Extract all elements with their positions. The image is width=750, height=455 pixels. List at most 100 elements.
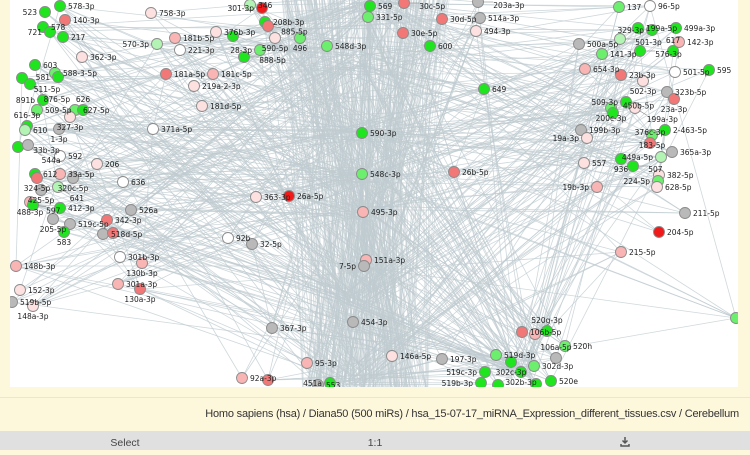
mirna-node[interactable] [592, 182, 603, 193]
mirna-node[interactable] [517, 327, 528, 338]
node-label: 382-5p [667, 171, 694, 180]
mirna-node[interactable] [302, 358, 313, 369]
mirna-node[interactable] [479, 84, 490, 95]
mirna-node[interactable] [237, 373, 248, 384]
mirna-node[interactable] [731, 313, 739, 324]
mirna-node[interactable] [363, 12, 374, 23]
mirna-node[interactable] [58, 32, 69, 43]
node-label: 151a-3p [374, 256, 405, 265]
mirna-node[interactable] [77, 52, 88, 63]
mirna-node[interactable] [437, 354, 448, 365]
mirna-node[interactable] [449, 167, 460, 178]
node-label: 520e [559, 377, 578, 386]
node-label: 544a [42, 156, 61, 165]
mirna-node[interactable] [92, 159, 103, 170]
mirna-node[interactable] [652, 182, 663, 193]
mirna-node[interactable] [628, 161, 639, 172]
mirna-node[interactable] [491, 350, 502, 361]
mirna-node[interactable] [398, 28, 409, 39]
mirna-node[interactable] [579, 158, 590, 169]
mirna-node[interactable] [53, 72, 64, 83]
mirna-node[interactable] [493, 380, 504, 388]
mirna-node[interactable] [32, 173, 43, 184]
node-label: 488-3p [17, 208, 44, 217]
mirna-node[interactable] [359, 261, 370, 272]
mirna-node[interactable] [23, 140, 34, 151]
download-button[interactable] [500, 431, 750, 450]
mirna-node[interactable] [670, 67, 681, 78]
node-label: 106a-5p [540, 343, 571, 352]
mirna-node[interactable] [546, 376, 557, 387]
mirna-node[interactable] [270, 33, 281, 44]
mirna-node[interactable] [387, 351, 398, 362]
mirna-node[interactable] [98, 229, 109, 240]
mirna-node[interactable] [223, 233, 234, 244]
mirna-node[interactable] [30, 60, 41, 71]
mirna-node[interactable] [20, 125, 31, 136]
mirna-node[interactable] [263, 21, 274, 32]
mirna-node[interactable] [118, 177, 129, 188]
mirna-node[interactable] [365, 1, 376, 12]
mirna-node[interactable] [580, 64, 591, 75]
mirna-node[interactable] [473, 0, 484, 8]
mirna-node[interactable] [322, 41, 333, 52]
mirna-node[interactable] [40, 7, 51, 18]
zoom-reset-button[interactable]: 1:1 [250, 431, 500, 450]
select-button[interactable]: Select [0, 431, 250, 450]
mirna-node[interactable] [348, 317, 359, 328]
mirna-node[interactable] [148, 124, 159, 135]
mirna-node[interactable] [115, 252, 126, 263]
mirna-node[interactable] [161, 69, 172, 80]
mirna-node[interactable] [55, 1, 66, 12]
node-label: 603 [43, 61, 58, 70]
node-label: 215-5p [629, 248, 656, 257]
node-label: 518d-5p [111, 230, 143, 239]
mirna-node[interactable] [152, 39, 163, 50]
node-label: 499a-3p [684, 24, 715, 33]
node-label: 363-3p [264, 193, 291, 202]
node-label: 7-5p [339, 262, 356, 271]
mirna-node[interactable] [437, 14, 448, 25]
node-label: 219a-2-3p [202, 82, 241, 91]
mirna-node[interactable] [113, 279, 124, 290]
mirna-node[interactable] [667, 147, 678, 158]
mirna-node[interactable] [10, 297, 18, 308]
mirna-node[interactable] [656, 152, 667, 163]
mirna-node[interactable] [208, 69, 219, 80]
node-label: 106b-5p [530, 328, 562, 337]
mirna-node[interactable] [471, 26, 482, 37]
mirna-node[interactable] [357, 128, 368, 139]
mirna-node[interactable] [654, 227, 665, 238]
node-label: 595 [717, 66, 732, 75]
mirna-node[interactable] [175, 45, 186, 56]
mirna-node[interactable] [574, 39, 585, 50]
mirna-node[interactable] [357, 169, 368, 180]
node-label: 600 [438, 42, 453, 51]
mirna-node[interactable] [597, 49, 608, 60]
mirna-node[interactable] [480, 367, 491, 378]
mirna-node[interactable] [251, 192, 262, 203]
mirna-node[interactable] [614, 2, 625, 13]
mirna-node[interactable] [680, 208, 691, 219]
mirna-network-graph[interactable]: 578-3p523140-3p578721217362-3p603588-3-5… [10, 0, 738, 387]
mirna-node[interactable] [476, 378, 487, 388]
mirna-node[interactable] [146, 8, 157, 19]
mirna-node[interactable] [170, 33, 181, 44]
node-label: 649 [492, 85, 507, 94]
mirna-node[interactable] [616, 247, 627, 258]
mirna-node[interactable] [267, 323, 278, 334]
mirna-node[interactable] [399, 0, 410, 9]
mirna-node[interactable] [13, 142, 24, 153]
mirna-node[interactable] [15, 285, 26, 296]
mirna-node[interactable] [529, 361, 540, 372]
mirna-node[interactable] [645, 1, 656, 12]
node-label: 578-3p [68, 2, 95, 11]
mirna-node[interactable] [425, 41, 436, 52]
status-bar: Homo sapiens (hsa) / Diana50 (500 miRs) … [0, 397, 750, 431]
mirna-node[interactable] [126, 205, 137, 216]
mirna-node[interactable] [358, 207, 369, 218]
mirna-node[interactable] [189, 81, 200, 92]
mirna-node[interactable] [11, 261, 22, 272]
mirna-node[interactable] [197, 101, 208, 112]
